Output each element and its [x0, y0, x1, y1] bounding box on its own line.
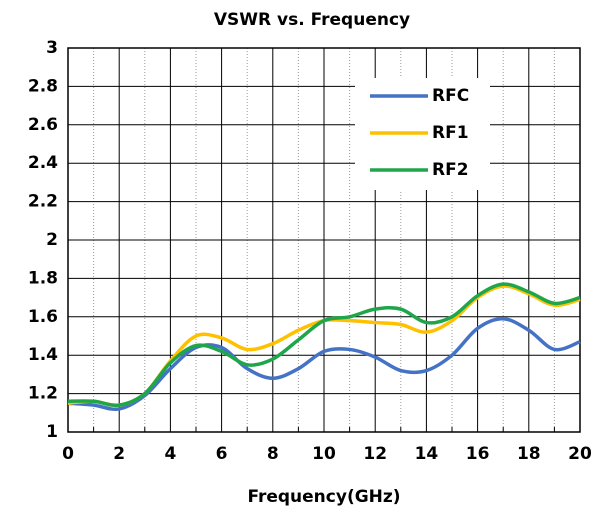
x-tick-label: 16: [466, 444, 490, 464]
x-tick-label: 12: [363, 444, 387, 464]
y-tick-label: 2.2: [28, 192, 58, 212]
series-line: [67, 316, 581, 412]
legend-label: RF2: [432, 160, 469, 180]
series-line: [67, 282, 581, 408]
y-tick-label: 1.4: [28, 345, 58, 365]
y-tick-label: 3: [46, 38, 58, 58]
x-axis-label: Frequency(GHz): [247, 487, 400, 507]
x-tick-label: 14: [415, 444, 439, 464]
x-tick-label: 8: [267, 444, 279, 464]
y-tick-label: 1.8: [28, 268, 58, 288]
x-tick-label: 18: [517, 444, 541, 464]
x-tick-label: 2: [113, 444, 125, 464]
chart-title: VSWR vs. Frequency: [214, 10, 410, 30]
x-tick-label: 0: [62, 444, 74, 464]
x-tick-label: 4: [164, 444, 176, 464]
y-tick-label: 1.2: [28, 384, 58, 404]
plot-frame: [67, 47, 581, 433]
x-tick-label: 20: [568, 444, 592, 464]
x-tick-label: 10: [312, 444, 336, 464]
y-tick-label: 1: [46, 422, 58, 442]
y-tick-label: 2.8: [28, 76, 58, 96]
y-tick-label: 2.4: [28, 153, 58, 173]
y-tick-label: 2.6: [28, 115, 58, 135]
y-tick-label: 2: [46, 230, 58, 250]
x-tick-label: 6: [216, 444, 228, 464]
legend-label: RFC: [432, 86, 469, 106]
legend-label: RF1: [432, 123, 469, 143]
y-tick-label: 1.6: [28, 307, 58, 327]
